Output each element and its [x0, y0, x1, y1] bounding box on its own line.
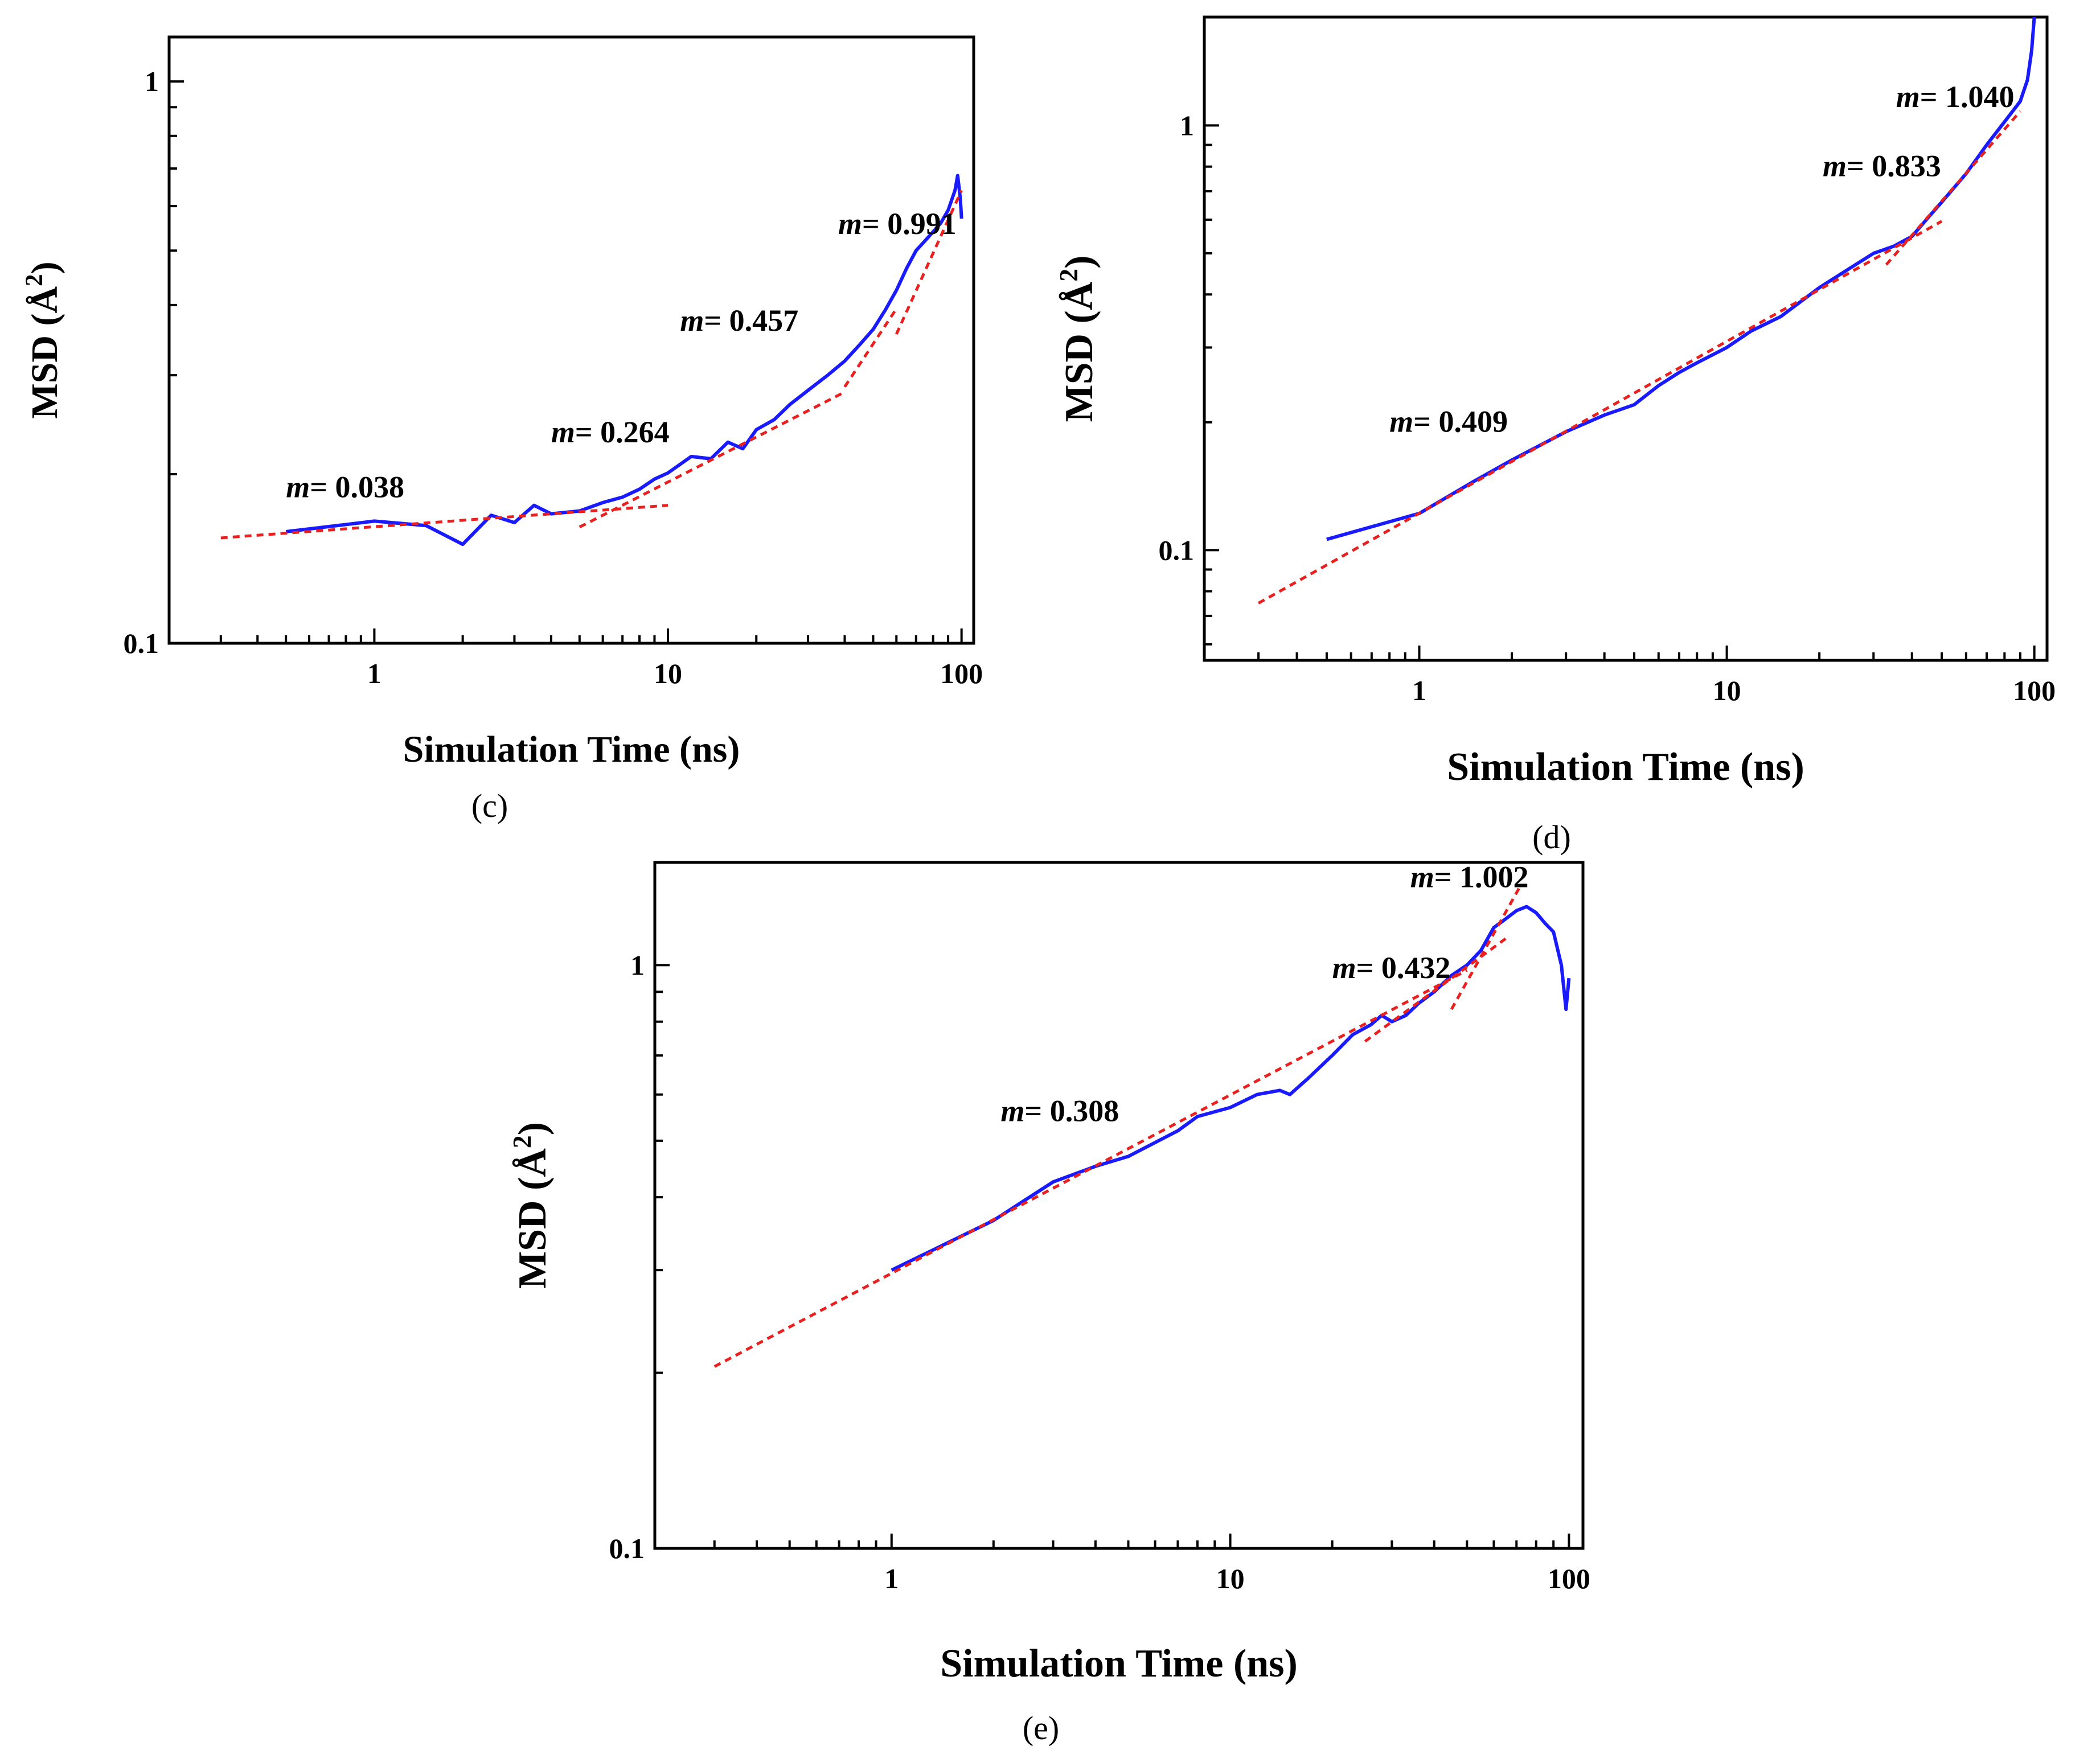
y-tick-label: 1 [145, 65, 159, 97]
slope-value: = 0.991 [862, 207, 957, 241]
slope-value: = 0.432 [1356, 951, 1451, 985]
y-axis-title-main: MSD ( [511, 1177, 555, 1289]
fit-line-m-0-409 [1257, 220, 1943, 605]
y-axis-title-close: ) [24, 261, 65, 274]
fit-line-m-0-833 [1885, 110, 2021, 266]
y-axis-title-unit: Å [24, 286, 65, 313]
slope-symbol: m [838, 207, 862, 241]
msd-series-line [1326, 17, 2036, 541]
fit-line-m-0-991 [895, 190, 963, 335]
x-axis-title: Simulation Time (ns) [940, 1642, 1298, 1686]
slope-symbol: m [1823, 149, 1847, 183]
slope-annotation: m= 0.432 [1332, 951, 1451, 985]
x-axis-title: Simulation Time (ns) [403, 729, 740, 770]
slope-annotation: m= 0.264 [551, 415, 670, 449]
slope-symbol: m [286, 470, 310, 504]
plot-frame [1203, 15, 2049, 662]
slope-annotation: m= 0.038 [286, 470, 404, 504]
y-tick-label: 1 [1180, 109, 1194, 141]
slope-value: = 1.002 [1434, 860, 1529, 894]
slope-symbol: m [1896, 80, 1920, 114]
panel-label: (c) [471, 787, 508, 824]
y-axis-title: MSD (Å2) [1054, 256, 1101, 422]
slope-symbol: m [680, 303, 704, 338]
slope-value: = 0.308 [1024, 1094, 1119, 1128]
x-tick-label: 10 [1713, 675, 1741, 706]
y-axis-title-main: MSD ( [24, 313, 65, 418]
x-tick-label: 1 [367, 657, 382, 689]
slope-annotation: m= 0.409 [1389, 404, 1508, 438]
y-axis-title-exponent: 2 [21, 274, 48, 286]
x-tick-label: 10 [654, 657, 682, 689]
slope-symbol: m [1332, 951, 1356, 985]
x-axis-title: Simulation Time (ns) [1447, 745, 1804, 789]
slope-symbol: m [1410, 860, 1434, 894]
y-axis-title-exponent: 2 [1054, 269, 1083, 282]
slope-annotation: m= 1.002 [1410, 860, 1529, 894]
panel-label: (d) [1532, 819, 1571, 856]
x-tick-label: 10 [1216, 1563, 1245, 1594]
y-tick-label: 0.1 [124, 627, 159, 659]
slope-symbol: m [1389, 404, 1413, 438]
fit-line-m-0-264 [579, 391, 846, 529]
slope-annotation: m= 0.308 [1000, 1094, 1119, 1128]
slope-annotation: m= 1.040 [1896, 80, 2015, 114]
slope-value: = 0.038 [310, 470, 404, 504]
fit-line-m-0-457 [843, 307, 898, 388]
fit-line-m-0-308 [713, 969, 1468, 1368]
y-axis-title: MSD (Å2) [21, 261, 65, 418]
panel-label: (e) [1023, 1709, 1059, 1746]
y-axis-title-close: ) [511, 1122, 555, 1135]
x-tick-label: 100 [940, 657, 983, 689]
slope-annotation: m= 0.991 [838, 207, 957, 241]
x-tick-label: 100 [2013, 675, 2056, 706]
plot-frame [167, 35, 975, 645]
y-axis-title-main: MSD ( [1057, 310, 1101, 422]
slope-value: = 0.264 [575, 415, 670, 449]
msd-series-line [891, 905, 1571, 1272]
x-tick-label: 1 [884, 1563, 899, 1594]
slope-value: = 0.457 [704, 303, 798, 338]
slope-symbol: m [551, 415, 575, 449]
slope-annotation: m= 0.833 [1823, 149, 1941, 183]
x-tick-label: 100 [1548, 1563, 1590, 1594]
slope-value: = 1.040 [1920, 80, 2015, 114]
y-axis-title: MSD (Å2) [507, 1122, 555, 1289]
fit-line-m-1-002 [1450, 885, 1522, 1010]
y-axis-title-unit: Å [511, 1148, 555, 1177]
slope-annotation: m= 0.457 [680, 303, 798, 338]
plot-frame [653, 861, 1585, 1550]
msd-series-line [285, 174, 963, 546]
y-axis-title-close: ) [1057, 256, 1101, 269]
y-axis-title-exponent: 2 [507, 1135, 536, 1148]
y-tick-label: 0.1 [1159, 534, 1195, 566]
x-tick-label: 1 [1412, 675, 1426, 706]
y-axis-title-unit: Å [1057, 281, 1101, 310]
slope-value: = 0.409 [1413, 404, 1508, 438]
y-tick-label: 1 [630, 949, 645, 981]
y-tick-label: 0.1 [609, 1532, 645, 1564]
fit-line-m-0-038 [220, 504, 668, 540]
slope-value: = 0.833 [1847, 149, 1941, 183]
slope-symbol: m [1000, 1094, 1024, 1128]
